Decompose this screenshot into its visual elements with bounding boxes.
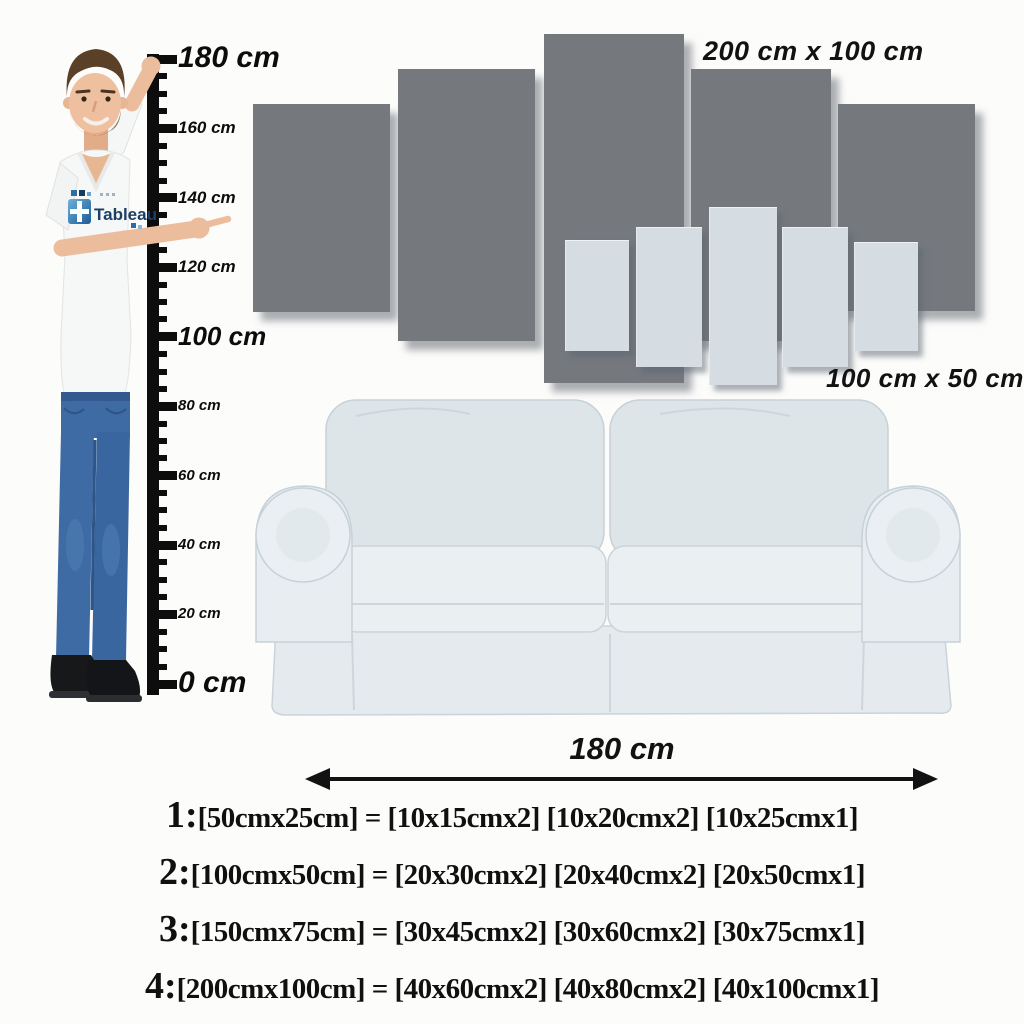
sofa-illustration bbox=[255, 399, 961, 716]
arrow-head-left-icon bbox=[305, 768, 330, 790]
ruler-label-100: 100 cm bbox=[178, 321, 267, 351]
size-option-1-number: 1: bbox=[165, 794, 198, 836]
ruler-minor-tick bbox=[147, 90, 167, 97]
ruler-minor-tick bbox=[147, 576, 167, 583]
ruler-minor-tick bbox=[147, 507, 167, 514]
ruler-major-tick bbox=[147, 123, 177, 133]
size-options-list: 1:[50cmx25cm] = [10x15cmx2] [10x20cmx2] … bbox=[0, 793, 1024, 1021]
ruler-major-tick bbox=[147, 471, 177, 481]
canvas-panel-large-2 bbox=[398, 69, 535, 341]
height-ruler: 180 cm 160 cm 140 cm 120 cm 100 cm 80 cm… bbox=[0, 0, 300, 740]
large-set-size-label: 200 cm x 100 cm bbox=[703, 36, 924, 66]
ruler-major-tick bbox=[147, 401, 177, 411]
canvas-panel-small-2 bbox=[636, 227, 702, 367]
ruler-label-60: 60 cm bbox=[178, 467, 221, 484]
ruler-minor-tick bbox=[147, 420, 167, 427]
ruler-minor-tick bbox=[147, 246, 167, 253]
ruler-minor-tick bbox=[147, 663, 167, 670]
ruler-minor-tick bbox=[147, 646, 167, 653]
ruler-major-tick bbox=[147, 332, 177, 342]
ruler-minor-tick bbox=[147, 108, 167, 115]
canvas-panel-small-4 bbox=[782, 227, 848, 367]
canvas-panel-small-5 bbox=[854, 242, 918, 351]
size-option-4: 4:[200cmx100cm] = [40x60cmx2] [40x80cmx2… bbox=[0, 964, 1024, 1008]
ruler-minor-tick bbox=[147, 490, 167, 497]
size-option-2-text: [100cmx50cm] = [20x30cmx2] [20x40cmx2] [… bbox=[190, 859, 866, 891]
size-option-1-text: [50cmx25cm] = [10x15cmx2] [10x20cmx2] [1… bbox=[197, 802, 859, 834]
canvas-panel-large-1 bbox=[253, 104, 390, 312]
size-option-4-text: [200cmx100cm] = [40x60cmx2] [40x80cmx2] … bbox=[176, 973, 880, 1005]
size-option-2-number: 2: bbox=[158, 851, 191, 893]
ruler-label-160: 160 cm bbox=[178, 118, 236, 137]
ruler-minor-tick bbox=[147, 437, 167, 444]
ruler-minor-tick bbox=[147, 316, 167, 323]
sofa-width-arrow bbox=[328, 777, 914, 781]
ruler-major-tick bbox=[147, 610, 177, 620]
ruler-minor-tick bbox=[147, 594, 167, 601]
ruler-label-20: 20 cm bbox=[178, 605, 221, 622]
ruler-minor-tick bbox=[147, 212, 167, 219]
arrow-head-right-icon bbox=[913, 768, 938, 790]
ruler-minor-tick bbox=[147, 455, 167, 462]
ruler-minor-tick bbox=[147, 385, 167, 392]
ruler-minor-tick bbox=[147, 229, 167, 236]
ruler-label-180: 180 cm bbox=[178, 41, 280, 74]
size-option-3-number: 3: bbox=[158, 908, 191, 950]
size-option-3: 3:[150cmx75cm] = [30x45cmx2] [30x60cmx2]… bbox=[0, 907, 1024, 951]
ruler-minor-tick bbox=[147, 368, 167, 375]
ruler-label-140: 140 cm bbox=[178, 188, 236, 207]
ruler-major-tick bbox=[147, 193, 177, 203]
size-option-3-text: [150cmx75cm] = [30x45cmx2] [30x60cmx2] [… bbox=[190, 916, 866, 948]
ruler-minor-tick bbox=[147, 281, 167, 288]
ruler-label-120: 120 cm bbox=[178, 257, 236, 276]
ruler-major-tick bbox=[147, 262, 177, 272]
ruler-minor-tick bbox=[147, 142, 167, 149]
ruler-minor-tick bbox=[147, 177, 167, 184]
ruler-major-tick bbox=[147, 679, 177, 689]
small-set-size-label: 100 cm x 50 cm bbox=[826, 363, 1024, 393]
canvas-panel-small-3 bbox=[709, 207, 777, 385]
ruler-minor-tick bbox=[147, 160, 167, 167]
ruler-minor-tick bbox=[147, 628, 167, 635]
size-option-4-number: 4: bbox=[144, 965, 177, 1007]
canvas-panel-small-1 bbox=[565, 240, 629, 351]
size-option-1: 1:[50cmx25cm] = [10x15cmx2] [10x20cmx2] … bbox=[0, 793, 1024, 837]
ruler-label-40: 40 cm bbox=[178, 536, 221, 553]
ruler-minor-tick bbox=[147, 351, 167, 358]
ruler-label-80: 80 cm bbox=[178, 397, 221, 414]
sofa-width-label: 180 cm bbox=[569, 731, 675, 766]
ruler-minor-tick bbox=[147, 73, 167, 80]
size-option-2: 2:[100cmx50cm] = [20x30cmx2] [20x40cmx2]… bbox=[0, 850, 1024, 894]
ruler-major-tick bbox=[147, 540, 177, 550]
ruler-minor-tick bbox=[147, 524, 167, 531]
ruler-label-0: 0 cm bbox=[178, 666, 247, 699]
ruler-minor-tick bbox=[147, 299, 167, 306]
ruler-major-tick bbox=[147, 54, 177, 64]
ruler-minor-tick bbox=[147, 559, 167, 566]
